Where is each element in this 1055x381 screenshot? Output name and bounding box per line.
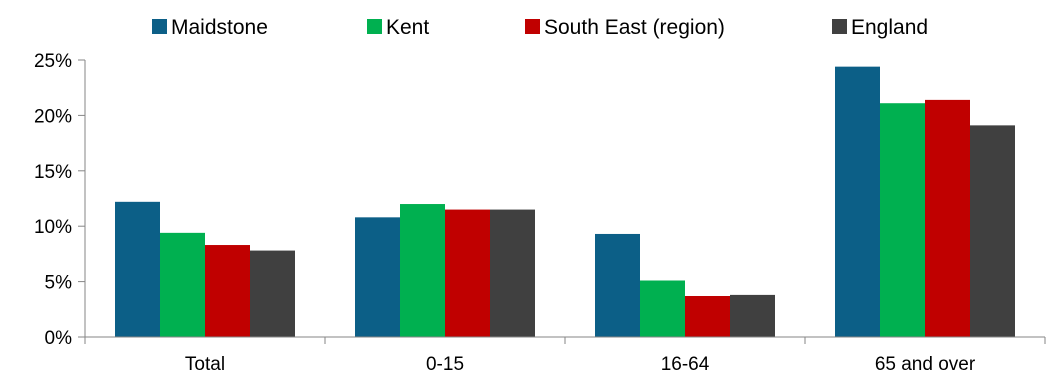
bar-maidstone-65-and-over [835, 66, 880, 337]
y-tick-label: 5% [45, 273, 73, 294]
bar-south-east-region-total [205, 245, 250, 337]
x-tick-label: 65 and over [875, 354, 976, 375]
bar-south-east-region-0-15 [445, 209, 490, 337]
y-tick-label: 20% [34, 106, 72, 127]
bar-kent-16-64 [640, 280, 685, 337]
bars [115, 66, 1015, 337]
x-tick-label: Total [185, 354, 225, 375]
y-tick-label: 10% [34, 217, 72, 238]
y-tick-label: 25% [34, 51, 72, 72]
bar-maidstone-total [115, 201, 160, 337]
legend-swatch [152, 19, 167, 34]
legend-swatch [525, 19, 540, 34]
bar-kent-65-and-over [880, 103, 925, 337]
bar-england-total [250, 250, 295, 337]
bar-maidstone-16-64 [595, 233, 640, 337]
bar-kent-0-15 [400, 204, 445, 337]
bar-south-east-region-65-and-over [925, 99, 970, 337]
legend-label: Kent [386, 16, 429, 39]
bar-kent-total [160, 232, 205, 337]
bar-england-16-64 [730, 294, 775, 337]
legend-swatch [367, 19, 382, 34]
y-tick-label: 0% [45, 328, 73, 349]
x-tick-label: 0-15 [426, 354, 464, 375]
legend-label: England [851, 16, 928, 39]
bar-england-65-and-over [970, 125, 1015, 337]
y-tick-label: 15% [34, 162, 72, 183]
bar-south-east-region-16-64 [685, 296, 730, 337]
y-axis: 0% 5% 10% 15% 20% 25% [34, 51, 86, 349]
legend-label: South East (region) [544, 16, 725, 39]
legend: Maidstone Kent South East (region) England [152, 16, 928, 39]
bar-england-0-15 [490, 209, 535, 337]
legend-swatch [832, 19, 847, 34]
bar-maidstone-0-15 [355, 217, 400, 337]
legend-label: Maidstone [171, 16, 268, 39]
x-tick-label: 16-64 [661, 354, 710, 375]
x-axis: Total 0-15 16-64 65 and over [84, 336, 1046, 375]
